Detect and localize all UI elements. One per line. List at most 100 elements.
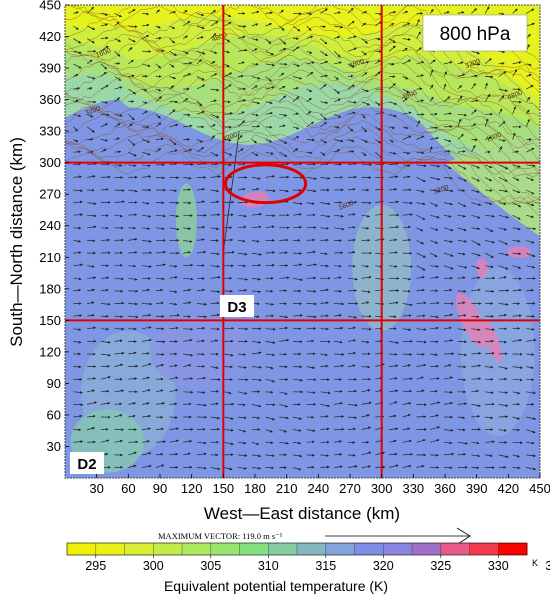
wind-arrow bbox=[526, 85, 534, 90]
wind-arrow bbox=[485, 351, 495, 355]
wind-arrow bbox=[73, 99, 79, 103]
wind-arrow bbox=[100, 276, 110, 280]
wind-arrow bbox=[430, 453, 439, 457]
wind-arrow bbox=[142, 227, 151, 230]
wind-arrow bbox=[402, 364, 411, 367]
wind-arrow bbox=[265, 139, 273, 143]
wind-arrow bbox=[142, 201, 150, 205]
wind-arrow bbox=[320, 114, 327, 120]
wind-arrow bbox=[224, 441, 234, 446]
wind-arrow bbox=[416, 31, 421, 39]
wind-arrow bbox=[457, 402, 467, 406]
wind-arrow bbox=[114, 113, 123, 117]
wind-arrow bbox=[87, 264, 95, 268]
wind-arrow bbox=[182, 20, 191, 27]
wind-arrow bbox=[306, 12, 313, 16]
wind-arrow bbox=[155, 340, 166, 344]
wind-arrow bbox=[320, 202, 331, 206]
wind-arrow bbox=[292, 25, 301, 32]
wind-arrow bbox=[73, 213, 83, 217]
wind-arrow bbox=[196, 288, 206, 292]
wind-arrow bbox=[183, 176, 192, 180]
wind-arrow bbox=[485, 240, 495, 244]
wind-arrow bbox=[471, 377, 482, 381]
wind-arrow bbox=[87, 313, 95, 317]
wind-arrow bbox=[457, 301, 466, 305]
wind-arrow bbox=[210, 467, 221, 471]
wind-arrow bbox=[320, 252, 328, 256]
wind-arrow bbox=[238, 378, 249, 382]
wind-arrow bbox=[142, 352, 150, 355]
wind-arrow bbox=[361, 38, 368, 44]
wind-arrow bbox=[128, 302, 138, 306]
wind-arrow bbox=[142, 414, 152, 418]
wind-arrow bbox=[279, 391, 288, 395]
wind-arrow bbox=[347, 277, 358, 281]
wind-arrow bbox=[279, 338, 290, 342]
wind-arrow bbox=[100, 238, 111, 242]
wind-arrow bbox=[443, 83, 447, 90]
wind-arrow bbox=[169, 416, 178, 419]
wind-arrow bbox=[196, 238, 205, 242]
wind-arrow bbox=[457, 239, 468, 243]
theta-e-band bbox=[445, 131, 540, 237]
wind-arrow bbox=[526, 96, 531, 102]
wind-arrow bbox=[279, 113, 288, 117]
terrain-contour-line bbox=[65, 128, 540, 203]
wind-arrow bbox=[471, 144, 476, 153]
wind-arrow bbox=[361, 275, 372, 279]
wind-arrow bbox=[471, 441, 480, 445]
wind-arrow bbox=[114, 363, 124, 367]
wind-arrow bbox=[334, 264, 342, 268]
wind-arrow bbox=[210, 175, 221, 179]
wind-arrow bbox=[526, 416, 537, 420]
wind-arrow bbox=[416, 47, 422, 52]
wind-arrow bbox=[334, 25, 344, 29]
wind-arrow bbox=[128, 277, 138, 281]
wind-arrow bbox=[141, 139, 151, 143]
y-tick-label: 450 bbox=[39, 0, 61, 13]
terrain-contour-line bbox=[65, 17, 540, 79]
wind-arrow bbox=[430, 177, 441, 181]
wind-arrow bbox=[347, 453, 356, 457]
wind-arrow bbox=[388, 23, 395, 27]
wind-arrow bbox=[443, 227, 454, 232]
wind-arrow bbox=[471, 109, 477, 115]
wind-arrow bbox=[210, 162, 219, 166]
wind-arrow bbox=[114, 137, 120, 141]
wind-arrow bbox=[471, 189, 480, 193]
wind-arrow bbox=[251, 177, 261, 180]
y-tick-label: 120 bbox=[39, 344, 61, 359]
wind-arrow bbox=[114, 389, 125, 393]
wind-arrow bbox=[155, 96, 163, 102]
wind-arrow bbox=[210, 402, 219, 406]
wind-arrow bbox=[416, 376, 424, 380]
wind-arrow bbox=[306, 151, 313, 155]
wind-arrow bbox=[224, 428, 234, 432]
wind-arrow bbox=[169, 302, 178, 306]
wind-arrow bbox=[402, 135, 412, 140]
wind-arrow bbox=[334, 390, 343, 393]
wind-arrow bbox=[498, 71, 507, 77]
wind-arrow bbox=[210, 151, 219, 157]
wind-arrow bbox=[526, 214, 535, 219]
wind-arrow bbox=[512, 252, 522, 256]
wind-arrow bbox=[402, 389, 413, 393]
wind-arrow bbox=[210, 50, 218, 54]
wind-arrow bbox=[279, 251, 288, 255]
wind-arrow bbox=[430, 276, 439, 279]
wind-arrow bbox=[498, 366, 508, 370]
wind-arrow bbox=[526, 147, 535, 153]
wind-arrow bbox=[87, 87, 93, 90]
wind-arrow bbox=[334, 125, 340, 129]
wind-arrow bbox=[128, 351, 137, 355]
wind-arrow bbox=[169, 38, 176, 44]
wind-arrow bbox=[402, 314, 412, 317]
wind-arrow bbox=[292, 46, 300, 52]
wind-arrow bbox=[73, 251, 82, 255]
wind-arrow bbox=[416, 415, 427, 419]
y-axis-ticks: 30 60 90 120 150 180 210 240 270 300 330 360 390 420 4… bbox=[39, 0, 69, 454]
wind-arrow bbox=[320, 101, 329, 104]
wind-arrow bbox=[224, 21, 232, 27]
wind-arrow bbox=[265, 151, 274, 155]
